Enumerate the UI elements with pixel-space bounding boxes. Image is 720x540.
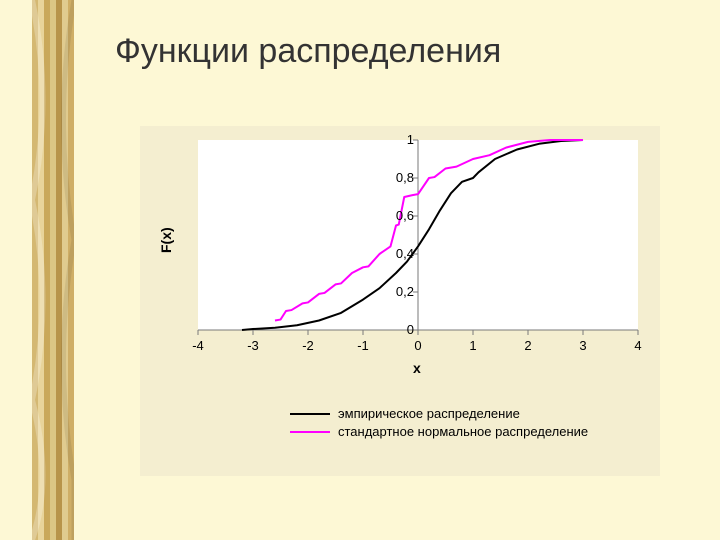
- x-tick-label: -2: [298, 338, 318, 353]
- legend-item: эмпирическое распределение: [290, 406, 588, 421]
- slide: Функции распределения F(x) x эмпирическо…: [0, 0, 720, 540]
- x-tick-label: -4: [188, 338, 208, 353]
- x-tick-label: 2: [518, 338, 538, 353]
- x-tick-label: 3: [573, 338, 593, 353]
- y-tick-label: 1: [384, 132, 414, 147]
- x-tick-label: -1: [353, 338, 373, 353]
- y-tick-label: 0,2: [384, 284, 414, 299]
- x-tick-label: 4: [628, 338, 648, 353]
- legend: эмпирическое распределение стандартное но…: [290, 406, 588, 442]
- page-title: Функции распределения: [115, 32, 501, 71]
- x-tick-label: -3: [243, 338, 263, 353]
- x-axis-label: x: [413, 360, 421, 376]
- legend-swatch: [290, 413, 330, 415]
- y-tick-label: 0,8: [384, 170, 414, 185]
- x-tick-label: 0: [408, 338, 428, 353]
- y-tick-label: 0,6: [384, 208, 414, 223]
- legend-label: стандартное нормальное распределение: [338, 424, 588, 439]
- legend-swatch: [290, 431, 330, 433]
- chart-panel: F(x) x эмпирическое распределение стандар…: [140, 126, 660, 476]
- x-tick-label: 1: [463, 338, 483, 353]
- ribbon-decoration: [32, 0, 74, 540]
- legend-label: эмпирическое распределение: [338, 406, 520, 421]
- legend-item: стандартное нормальное распределение: [290, 424, 588, 439]
- y-tick-label: 0,4: [384, 246, 414, 261]
- y-tick-label: 0: [384, 322, 414, 337]
- y-axis-label: F(x): [158, 227, 174, 253]
